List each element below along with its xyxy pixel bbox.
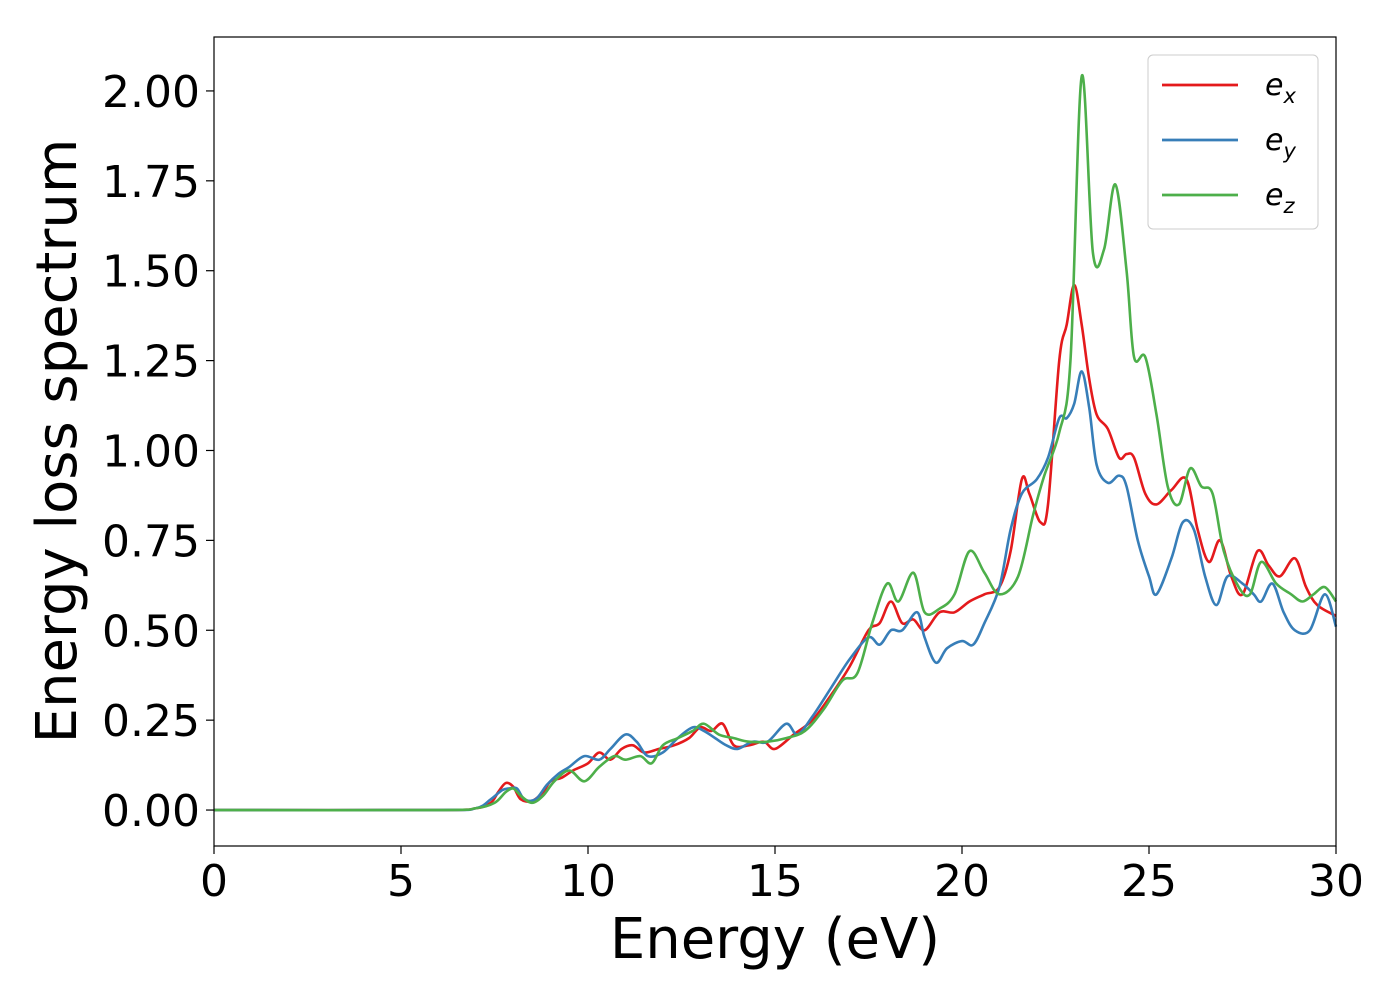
x-tick-label: 25 <box>1121 856 1177 907</box>
y-tick-label: 1.25 <box>102 337 200 388</box>
x-tick-label: 0 <box>200 856 228 907</box>
series-line-e_x <box>213 283 1337 812</box>
y-tick-label: 0.25 <box>102 696 200 747</box>
ticks-layer: 0 5 10 15 20 25 30 0.00 0.25 0.50 0.75 1.00 1.25 1.50… <box>102 67 1364 907</box>
y-tick-label: 1.50 <box>102 247 200 298</box>
y-tick-label: 0.00 <box>102 786 200 837</box>
legend-subscript-e_z: z <box>1282 194 1295 218</box>
x-tick-label: 20 <box>934 856 990 907</box>
legend-label-e_y: ey <box>1265 123 1296 163</box>
legend-box <box>1147 54 1319 230</box>
legend-subscript-e_y: y <box>1282 139 1296 163</box>
y-tick-label: 2.00 <box>102 67 200 118</box>
y-tick-label: 1.00 <box>102 426 200 477</box>
legend-subscript-e_x: x <box>1282 84 1296 108</box>
x-tick-label: 5 <box>387 856 415 907</box>
series-line-e_z <box>213 74 1338 812</box>
x-axis-title: Energy (eV) <box>610 907 940 972</box>
x-tick-label: 15 <box>747 856 803 907</box>
lines-layer <box>213 74 1338 812</box>
x-tick-label: 30 <box>1308 856 1364 907</box>
y-tick-label: 0.50 <box>102 606 200 657</box>
y-tick-label: 0.75 <box>102 516 200 567</box>
y-axis-title: Energy loss spectrum <box>25 139 90 744</box>
y-tick-label: 1.75 <box>102 157 200 208</box>
series-line-e_y <box>213 370 1338 812</box>
x-tick-label: 10 <box>560 856 616 907</box>
